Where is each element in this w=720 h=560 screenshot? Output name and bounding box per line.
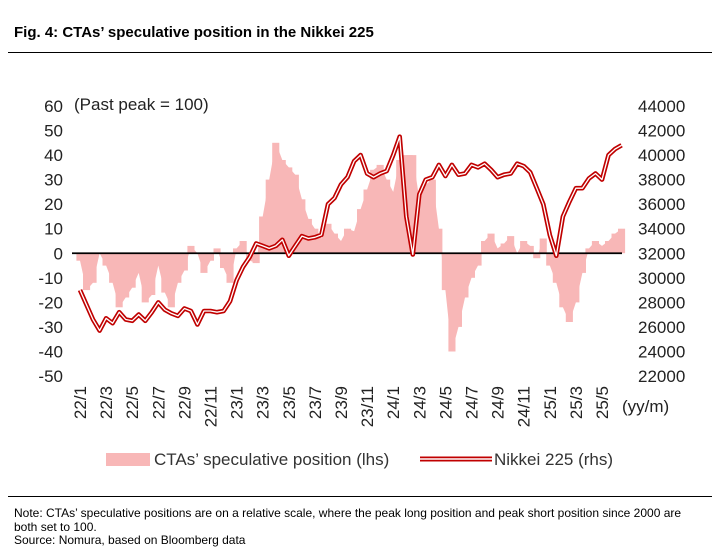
right-tick-label: 26000 xyxy=(638,318,685,337)
x-tick-label: 24/1 xyxy=(384,386,403,419)
right-tick-label: 30000 xyxy=(638,269,685,288)
right-tick-label: 42000 xyxy=(638,122,685,141)
x-axis: 22/1 22/3 22/5 22/7 22/9 22/11 23/1 23/3 23/5 23/… xyxy=(71,386,612,427)
x-tick-label: 23/9 xyxy=(332,386,351,419)
x-tick-label: 22/9 xyxy=(175,386,194,419)
x-tick-label: 22/7 xyxy=(149,386,168,419)
right-tick-label: 32000 xyxy=(638,244,685,263)
x-tick-label: 25/1 xyxy=(541,386,560,419)
source-text: Source: Nomura, based on Bloomberg data xyxy=(14,533,246,547)
x-tick-label: 23/1 xyxy=(228,386,247,419)
right-axis: 44000 42000 40000 38000 36000 34000 32000 30000… xyxy=(638,97,685,386)
left-tick-label: -50 xyxy=(38,367,63,386)
right-tick-label: 34000 xyxy=(638,220,685,239)
x-tick-label: 23/11 xyxy=(358,386,377,427)
right-tick-label: 44000 xyxy=(638,97,685,116)
x-tick-label: 24/3 xyxy=(410,386,429,419)
left-tick-label: -10 xyxy=(38,269,63,288)
right-tick-label: 22000 xyxy=(638,367,685,386)
nikkei-line-highlight xyxy=(79,136,622,332)
cta-position-area xyxy=(80,142,622,352)
x-tick-label: 22/11 xyxy=(202,386,221,427)
x-tick-label: 25/3 xyxy=(567,386,586,419)
right-tick-label: 28000 xyxy=(638,293,685,312)
x-tick-label: 23/5 xyxy=(280,386,299,419)
figure-title: Fig. 4: CTAs’ speculative position in th… xyxy=(14,24,374,41)
legend-swatch-cta xyxy=(106,453,150,466)
legend-label-nikkei: Nikkei 225 (rhs) xyxy=(494,450,613,469)
legend: CTAs’ speculative position (lhs) Nikkei … xyxy=(106,450,613,469)
x-tick-label: 24/11 xyxy=(515,386,534,427)
left-tick-label: -30 xyxy=(38,318,63,337)
x-tick-label: 22/3 xyxy=(97,386,116,419)
x-unit-label: (yy/m) xyxy=(622,397,669,416)
position-annotation: (Past peak = 100) xyxy=(74,95,209,114)
top-rule xyxy=(8,52,712,53)
right-tick-label: 24000 xyxy=(638,343,685,362)
x-tick-label: 24/9 xyxy=(489,386,508,419)
x-tick-label: 24/5 xyxy=(436,386,455,419)
legend-label-cta: CTAs’ speculative position (lhs) xyxy=(154,450,389,469)
left-tick-label: 10 xyxy=(44,220,63,239)
cta-position-bar xyxy=(76,253,84,261)
note-text: Note: CTAs’ speculative positions are on… xyxy=(14,506,682,534)
right-tick-label: 36000 xyxy=(638,195,685,214)
right-tick-label: 38000 xyxy=(638,171,685,190)
x-tick-label: 22/1 xyxy=(71,386,90,419)
left-tick-label: 0 xyxy=(54,244,63,263)
left-tick-label: -20 xyxy=(38,293,63,312)
left-tick-label: 30 xyxy=(44,171,63,190)
bottom-rule xyxy=(8,496,712,497)
nikkei-line-layer xyxy=(77,134,623,333)
left-tick-label: -40 xyxy=(38,343,63,362)
x-tick-label: 24/7 xyxy=(463,386,482,419)
x-tick-label: 23/3 xyxy=(254,386,273,419)
left-tick-label: 50 xyxy=(44,122,63,141)
right-tick-label: 40000 xyxy=(638,146,685,165)
left-tick-label: 60 xyxy=(44,97,63,116)
x-tick-label: 23/7 xyxy=(306,386,325,419)
x-tick-label: 25/5 xyxy=(593,386,612,419)
left-tick-label: 40 xyxy=(44,146,63,165)
left-axis: 60 50 40 30 20 10 0 -10 -20 -30 -40 -50 xyxy=(38,97,63,386)
left-tick-label: 20 xyxy=(44,195,63,214)
notes: Note: CTAs’ speculative positions are on… xyxy=(14,506,706,548)
x-tick-label: 22/5 xyxy=(123,386,142,419)
